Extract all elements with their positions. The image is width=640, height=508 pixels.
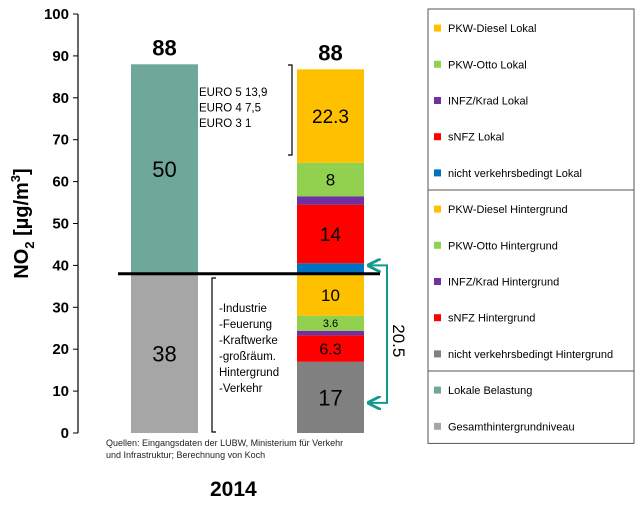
background-source-note: -Feuerung	[219, 319, 272, 331]
y-tick-label: 80	[52, 90, 69, 107]
traffic-background-arrow	[370, 265, 388, 402]
bar-segment	[297, 263, 364, 274]
legend-group-box	[427, 189, 635, 372]
bar-segment	[297, 361, 364, 433]
euro-note: EURO 3 1	[199, 118, 251, 130]
legend-label: sNFZ Hintergrund	[448, 313, 535, 325]
background-source-note: Hintergrund	[219, 367, 279, 379]
y-tick-label: 70	[52, 132, 69, 149]
segment-value-label: 10	[321, 286, 340, 305]
bar-segment	[131, 273, 198, 433]
bar-segment	[297, 335, 364, 362]
legend-label: Gesamthintergrundniveau	[448, 421, 575, 433]
legend-swatch	[434, 24, 441, 32]
bar-segment	[297, 69, 364, 163]
background-bracket	[211, 277, 216, 433]
segment-value-label: 14	[320, 225, 342, 246]
legend-label: Lokale Belastung	[448, 385, 532, 397]
bar-segment	[297, 330, 364, 336]
euro-note: EURO 4 7,5	[199, 103, 261, 115]
legend-swatch	[434, 241, 441, 249]
bars: 38 50 88 17 6.3 3.6 10 14 8 22.3 88	[131, 35, 364, 433]
bar-segment	[297, 204, 364, 264]
y-tick-label: 0	[61, 425, 69, 442]
bar-total-label: 88	[318, 40, 342, 65]
y-tick-label: 30	[52, 299, 69, 316]
segment-value-label: 8	[326, 171, 335, 190]
legend-swatch	[434, 97, 441, 104]
legend-swatch	[434, 205, 441, 213]
x-axis-year-label: 2014	[210, 478, 257, 501]
background-source-note: -Kraftwerke	[219, 335, 278, 347]
y-tick-label: 60	[52, 174, 69, 191]
legend-label: PKW-Otto Hintergrund	[448, 240, 558, 252]
legend: PKW-Diesel Lokal PKW-Otto Lokal INFZ/Krad …	[427, 8, 635, 444]
legend-label: PKW-Diesel Lokal	[448, 23, 536, 35]
segment-value-label: 38	[152, 341, 176, 366]
y-tick-label: 50	[52, 216, 69, 233]
bar-segment	[297, 315, 364, 331]
source-note: und Infrastruktur; Berechnung von Koch	[106, 450, 265, 460]
y-tick-label: 40	[52, 257, 69, 274]
y-tick-label: 20	[52, 341, 69, 358]
legend-label: nicht verkehrsbedingt Lokal	[448, 168, 582, 180]
legend-label: sNFZ Lokal	[448, 132, 504, 144]
legend-label: PKW-Otto Lokal	[448, 59, 527, 71]
segment-value-label: 22.3	[312, 107, 349, 128]
y-tick-label: 100	[44, 6, 69, 23]
legend-group-box	[427, 8, 635, 191]
background-source-note: -großräum.	[219, 351, 276, 363]
background-source-note: -Industrie	[219, 303, 267, 315]
legend-group-box	[427, 370, 635, 444]
segment-value-label: 6.3	[319, 341, 341, 358]
background-source-note: -Verkehr	[219, 383, 263, 395]
legend-swatch	[434, 278, 441, 285]
legend-label: PKW-Diesel Hintergrund	[448, 204, 568, 216]
legend-swatch	[434, 60, 441, 68]
bar-segment	[297, 196, 364, 205]
legend-swatch	[434, 386, 441, 394]
legend-swatch	[434, 350, 441, 358]
traffic-background-value: 20.5	[389, 324, 408, 357]
y-axis: 0 10 20 30 40 50 60 70 80 90 100 NO2 [µg/m3]	[8, 6, 79, 442]
bar-segment	[131, 64, 198, 274]
legend-swatch	[434, 133, 441, 141]
euro-note: EURO 5 13,9	[199, 87, 267, 99]
segment-value-label: 50	[152, 157, 176, 182]
source-note: Quellen: Eingangsdaten der LUBW, Ministe…	[106, 438, 343, 448]
legend-swatch	[434, 169, 441, 177]
legend-label: INFZ/Krad Hintergrund	[448, 277, 559, 289]
y-axis-title: NO2 [µg/m3]	[8, 168, 37, 278]
bar-total-label: 88	[152, 35, 176, 60]
annotations: EURO 5 13,9 EURO 4 7,5 EURO 3 1 -Industrie -…	[106, 64, 408, 501]
bar-segment	[297, 162, 364, 197]
y-tick-label: 90	[52, 48, 69, 65]
segment-value-label: 3.6	[323, 318, 338, 330]
legend-label: INFZ/Krad Lokal	[448, 96, 528, 108]
legend-swatch	[434, 422, 441, 430]
bar-segment	[297, 273, 364, 316]
euro-bracket	[288, 64, 293, 156]
segment-value-label: 17	[318, 385, 342, 410]
legend-swatch	[434, 314, 441, 322]
legend-label: nicht verkehrsbedingt Hintergrund	[448, 349, 613, 361]
y-tick-label: 10	[52, 383, 69, 400]
